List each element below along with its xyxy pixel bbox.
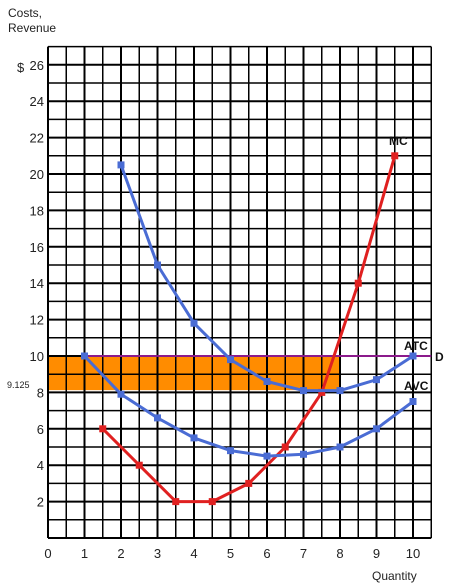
x-tick-label: 2 [117,546,124,561]
x-tick-label: 5 [227,546,234,561]
data-point-atc [190,319,198,327]
y-tick-label: 8 [37,385,44,400]
data-point-avc [81,352,88,360]
data-point-atc [300,387,307,395]
data-point-atc [373,376,380,384]
x-tick-label: 0 [44,546,51,561]
data-point-atc [117,161,125,169]
series-label-avc: AVC [404,379,429,393]
data-point-mc [208,498,216,506]
x-axis-title: Quantity [372,569,417,583]
demand-label: D [435,350,444,364]
y-tick-label: 6 [37,422,44,437]
data-point-mc [318,388,326,396]
grid [47,45,432,539]
data-point-avc [373,425,380,433]
y-tick-label: 16 [30,240,44,255]
y-tick-label: 2 [37,495,44,510]
series-line-avc [83,354,414,458]
x-tick-label: 9 [373,546,380,561]
data-point-mc [354,279,362,287]
y-tick-label: 10 [30,349,44,364]
y-tick-label: 12 [30,313,44,328]
y-tick-label: 20 [30,167,44,182]
data-point-avc [117,390,125,398]
currency-symbol: $ [17,60,25,75]
data-point-atc [409,352,417,360]
series-layer [81,152,417,506]
data-point-avc [227,447,234,455]
x-tick-label: 1 [81,546,88,561]
data-point-mc [172,498,180,506]
data-point-atc [263,377,271,385]
y-tick-label: 22 [30,131,44,146]
data-point-atc [154,261,161,269]
data-point-mc [391,152,399,160]
y-tick-label: 24 [30,94,44,109]
x-tick-label: 7 [300,546,307,561]
x-tick-label: 4 [190,546,197,561]
x-tick-label: 3 [154,546,161,561]
data-point-avc [190,434,198,442]
y-tick-label: 18 [30,203,44,218]
y-tick-label: 26 [30,58,44,73]
data-point-mc [245,479,253,487]
data-point-avc [300,450,307,458]
x-tick-label: 8 [336,546,343,561]
y-tick-label: 14 [30,276,44,291]
y-tick-label: 4 [37,458,44,473]
data-point-atc [227,356,234,364]
y-axis-title-line2: Revenue [8,21,56,35]
data-point-mc [281,443,289,451]
data-point-mc [99,425,107,433]
x-tick-label: 10 [406,546,420,561]
series-label-atc: ATC [404,339,428,353]
y-axis-title-line1: Costs, [8,6,42,20]
data-point-avc [263,452,271,460]
series-label-mc: MC [389,134,408,148]
data-point-avc [154,414,161,422]
data-point-avc [409,398,417,405]
x-tick-label: 6 [263,546,270,561]
data-point-atc [336,387,344,395]
data-point-mc [135,461,143,469]
atc-value-label: 9.125 [7,380,30,390]
data-point-avc [336,443,344,451]
